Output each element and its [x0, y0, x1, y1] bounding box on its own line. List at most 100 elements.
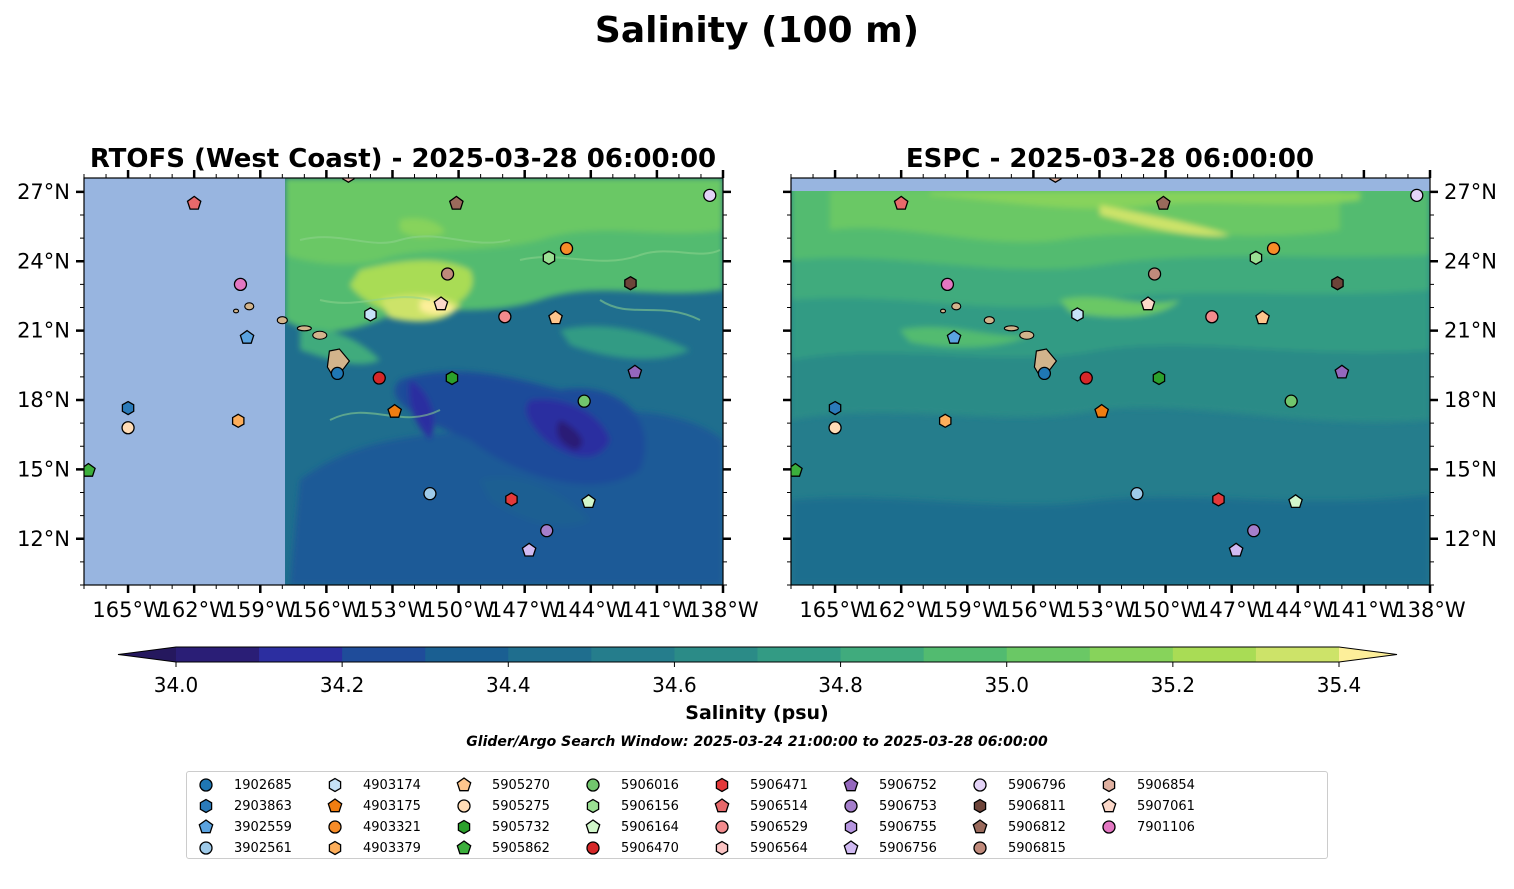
legend-marker-circle [844, 799, 858, 813]
legend-marker-circle [328, 820, 342, 834]
legend-marker-icon [328, 820, 342, 834]
island-maui [1019, 330, 1035, 340]
legend-marker-hexagon [715, 840, 729, 856]
float-marker-5906756 [1228, 542, 1244, 557]
float-marker-2903863 [828, 400, 842, 416]
espc-islands [939, 302, 1058, 378]
legend-label: 5906529 [750, 819, 808, 835]
colorbar-bin [591, 647, 675, 662]
legend-marker-icon [715, 777, 729, 793]
legend-marker-icon [844, 819, 858, 835]
legend-entry-4903379: 4903379 [324, 838, 421, 858]
legend-entry-5906815: 5906815 [969, 838, 1066, 858]
x-tick-label: 153°W [1064, 598, 1136, 622]
legend-entry-5906854: 5906854 [1098, 775, 1195, 795]
legend-label: 5905732 [492, 819, 550, 835]
legend-marker-circle [1102, 820, 1116, 834]
legend-marker-pentagon [585, 819, 601, 834]
float-marker-4903174 [1071, 307, 1084, 322]
legend-entry-2903863: 2903863 [195, 796, 292, 816]
float-marker-5906854 [342, 178, 355, 183]
legend-label: 5906564 [750, 840, 808, 856]
legend-marker-hexagon [328, 777, 342, 793]
espc-axis-ticks: 165°W162°W159°W156°W153°W150°W147°W144°W… [783, 170, 1497, 622]
float-marker-3902561 [1130, 487, 1144, 501]
float-marker-5906755 [34, 486, 45, 499]
legend-label: 5905270 [492, 777, 550, 793]
legend-marker-circle [199, 841, 213, 855]
legend-marker-pentagon [327, 798, 343, 813]
x-tick-label: 162°W [865, 598, 937, 622]
colorbar-bin [508, 647, 592, 662]
float-marker-5906529 [1205, 310, 1219, 324]
colorbar-bin [1089, 647, 1174, 662]
legend-entry-5906514: 5906514 [711, 796, 808, 816]
x-tick-label: 147°W [489, 598, 561, 622]
legend-marker-icon [327, 798, 343, 813]
legend-entry-1902685: 1902685 [195, 775, 292, 795]
legend-label: 5905275 [492, 798, 550, 814]
legend-label: 5906016 [621, 777, 679, 793]
legend-marker-icon [973, 841, 987, 855]
float-marker-5906470 [1079, 371, 1093, 385]
legend-entry-5906016: 5906016 [582, 775, 679, 795]
legend-label: 5906470 [621, 840, 679, 856]
legend-label: 5906796 [1008, 777, 1066, 793]
legend-entry-5906755: 5906755 [840, 817, 937, 837]
float-marker-1902685 [330, 366, 345, 381]
legend-marker-pentagon [714, 798, 730, 813]
float-marker-5906753 [1247, 524, 1261, 538]
colorbar-tick-label: 35.4 [1317, 673, 1362, 697]
float-marker-5906016 [577, 394, 591, 408]
legend-marker-pentagon [843, 777, 859, 792]
legend-label: 5906514 [750, 798, 808, 814]
island-molokai [296, 325, 312, 332]
colorbar-under-extension [118, 647, 176, 662]
legend-label: 5906164 [621, 819, 679, 835]
legend-entry-5906156: 5906156 [582, 796, 679, 816]
legend-marker-hexagon [715, 777, 729, 793]
legend-label: 5906471 [750, 777, 808, 793]
legend-entry-5906796: 5906796 [969, 775, 1066, 795]
legend-label: 4903321 [363, 819, 421, 835]
legend-marker-hexagon [1102, 777, 1116, 793]
island-niihau [232, 308, 240, 314]
x-tick-label: 144°W [555, 598, 627, 622]
x-tick-label: 156°W [291, 598, 363, 622]
legend-label: 5906854 [1137, 777, 1195, 793]
y-tick-label: 21°N [1444, 319, 1497, 343]
legend-entry-5906471: 5906471 [711, 775, 808, 795]
float-marker-5906815 [1147, 267, 1162, 281]
island-oahu [983, 316, 995, 325]
espc-panel-title: ESPC - 2025-03-28 06:00:00 [906, 144, 1314, 174]
float-marker-5906752 [627, 364, 643, 379]
x-tick-label: 150°W [1130, 598, 1202, 622]
legend-marker-icon [457, 819, 471, 835]
rtofs-axes-frame [83, 177, 724, 586]
x-tick-label: 165°W [92, 598, 164, 622]
legend-marker-pentagon [972, 819, 988, 834]
float-marker-4903175 [1094, 403, 1110, 418]
legend-marker-pentagon [1101, 798, 1117, 813]
float-marker-5906564 [12, 209, 23, 222]
float-marker-1902685 [1037, 366, 1052, 381]
float-marker-5906756 [521, 542, 537, 557]
legend-label: 3902561 [234, 840, 292, 856]
float-marker-5906753 [540, 524, 554, 538]
legend-marker-hexagon [844, 819, 858, 835]
float-marker-5905275 [828, 421, 842, 435]
colorbar-bin [176, 647, 260, 662]
legend-entry-5905732: 5905732 [453, 817, 550, 837]
legend-marker-icon [1102, 820, 1116, 834]
legend-label: 2903863 [234, 798, 292, 814]
island-niihau [939, 308, 947, 314]
legend-entry-4903174: 4903174 [324, 775, 421, 795]
legend-marker-icon [715, 840, 729, 856]
legend-marker-pentagon [456, 840, 472, 855]
legend-marker-pentagon [456, 777, 472, 792]
rtofs-axis-ticks: 165°W162°W159°W156°W153°W150°W147°W144°W… [17, 170, 759, 622]
y-tick-label: 27°N [1444, 180, 1497, 204]
float-marker-4903321 [1266, 241, 1281, 256]
colorbar-tick-label: 35.0 [984, 673, 1029, 697]
legend-label: 5906815 [1008, 840, 1066, 856]
